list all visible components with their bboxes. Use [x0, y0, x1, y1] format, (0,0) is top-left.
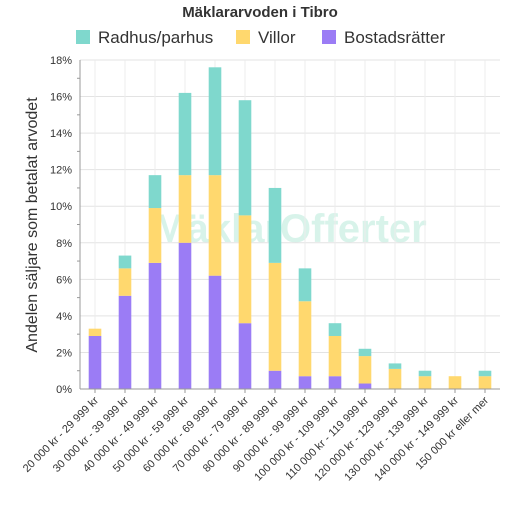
bar-bostadsr-tter[interactable] [268, 370, 282, 389]
chart-title: Mäklararvoden i Tibro [182, 4, 338, 21]
legend-label-radhus-parhus[interactable]: Radhus/parhus [98, 28, 213, 47]
legend-label-bostadsr-tter[interactable]: Bostadsrätter [344, 28, 445, 47]
bar-radhus-parhus[interactable] [418, 370, 432, 377]
bar-villor[interactable] [448, 376, 462, 389]
y-tick-label: 8% [56, 238, 72, 250]
y-tick-label: 6% [56, 274, 72, 286]
bar-villor[interactable] [268, 262, 282, 371]
bar-bostadsr-tter[interactable] [178, 242, 192, 389]
bar-villor[interactable] [208, 175, 222, 276]
legend-swatch-bostadsr-tter[interactable] [322, 30, 336, 44]
bars [88, 67, 492, 389]
bar-villor[interactable] [88, 328, 102, 336]
y-tick-label: 14% [50, 128, 72, 140]
bar-radhus-parhus[interactable] [118, 255, 132, 269]
bar-villor[interactable] [238, 215, 252, 324]
bar-bostadsr-tter[interactable] [358, 383, 372, 389]
bar-radhus-parhus[interactable] [298, 268, 312, 302]
y-tick-label: 2% [56, 347, 72, 359]
watermark: MäklarOfferter [153, 207, 426, 251]
y-axis-label: Andelen säljare som betalat arvodet [24, 97, 41, 353]
bar-villor[interactable] [358, 356, 372, 384]
legend-swatch-radhus-parhus[interactable] [76, 30, 90, 44]
bar-radhus-parhus[interactable] [238, 100, 252, 216]
bar-bostadsr-tter[interactable] [328, 376, 342, 389]
bar-villor[interactable] [478, 376, 492, 389]
y-tick-label: 4% [56, 311, 72, 323]
y-axis: 0% 2% 4% 6% 8% 10% 12% 14% 16% 18% [50, 55, 81, 396]
bar-bostadsr-tter[interactable] [298, 376, 312, 389]
bar-villor[interactable] [418, 376, 432, 389]
bar-villor[interactable] [328, 335, 342, 377]
y-tick-label: 12% [50, 165, 72, 177]
bar-villor[interactable] [388, 368, 402, 389]
bar-villor[interactable] [148, 208, 162, 263]
y-tick-label: 10% [50, 201, 72, 213]
legend: Radhus/parhus Villor Bostadsrätter [76, 28, 445, 47]
bar-radhus-parhus[interactable] [358, 348, 372, 357]
bar-radhus-parhus[interactable] [478, 370, 492, 377]
bar-radhus-parhus[interactable] [178, 92, 192, 176]
bar-radhus-parhus[interactable] [208, 67, 222, 176]
y-tick-label: 16% [50, 92, 72, 104]
bar-bostadsr-tter[interactable] [238, 323, 252, 389]
y-tick-label: 0% [56, 384, 72, 396]
bar-radhus-parhus[interactable] [268, 187, 282, 263]
bar-radhus-parhus[interactable] [388, 363, 402, 369]
bar-radhus-parhus[interactable] [148, 175, 162, 209]
legend-label-villor[interactable]: Villor [258, 28, 296, 47]
bar-bostadsr-tter[interactable] [118, 295, 132, 389]
bar-bostadsr-tter[interactable] [88, 335, 102, 389]
bar-villor[interactable] [298, 301, 312, 377]
bar-bostadsr-tter[interactable] [208, 275, 222, 389]
bar-radhus-parhus[interactable] [328, 323, 342, 336]
bar-villor[interactable] [118, 268, 132, 296]
bar-bostadsr-tter[interactable] [148, 262, 162, 389]
y-tick-label: 18% [50, 55, 72, 67]
legend-swatch-villor[interactable] [236, 30, 250, 44]
bar-villor[interactable] [178, 175, 192, 243]
